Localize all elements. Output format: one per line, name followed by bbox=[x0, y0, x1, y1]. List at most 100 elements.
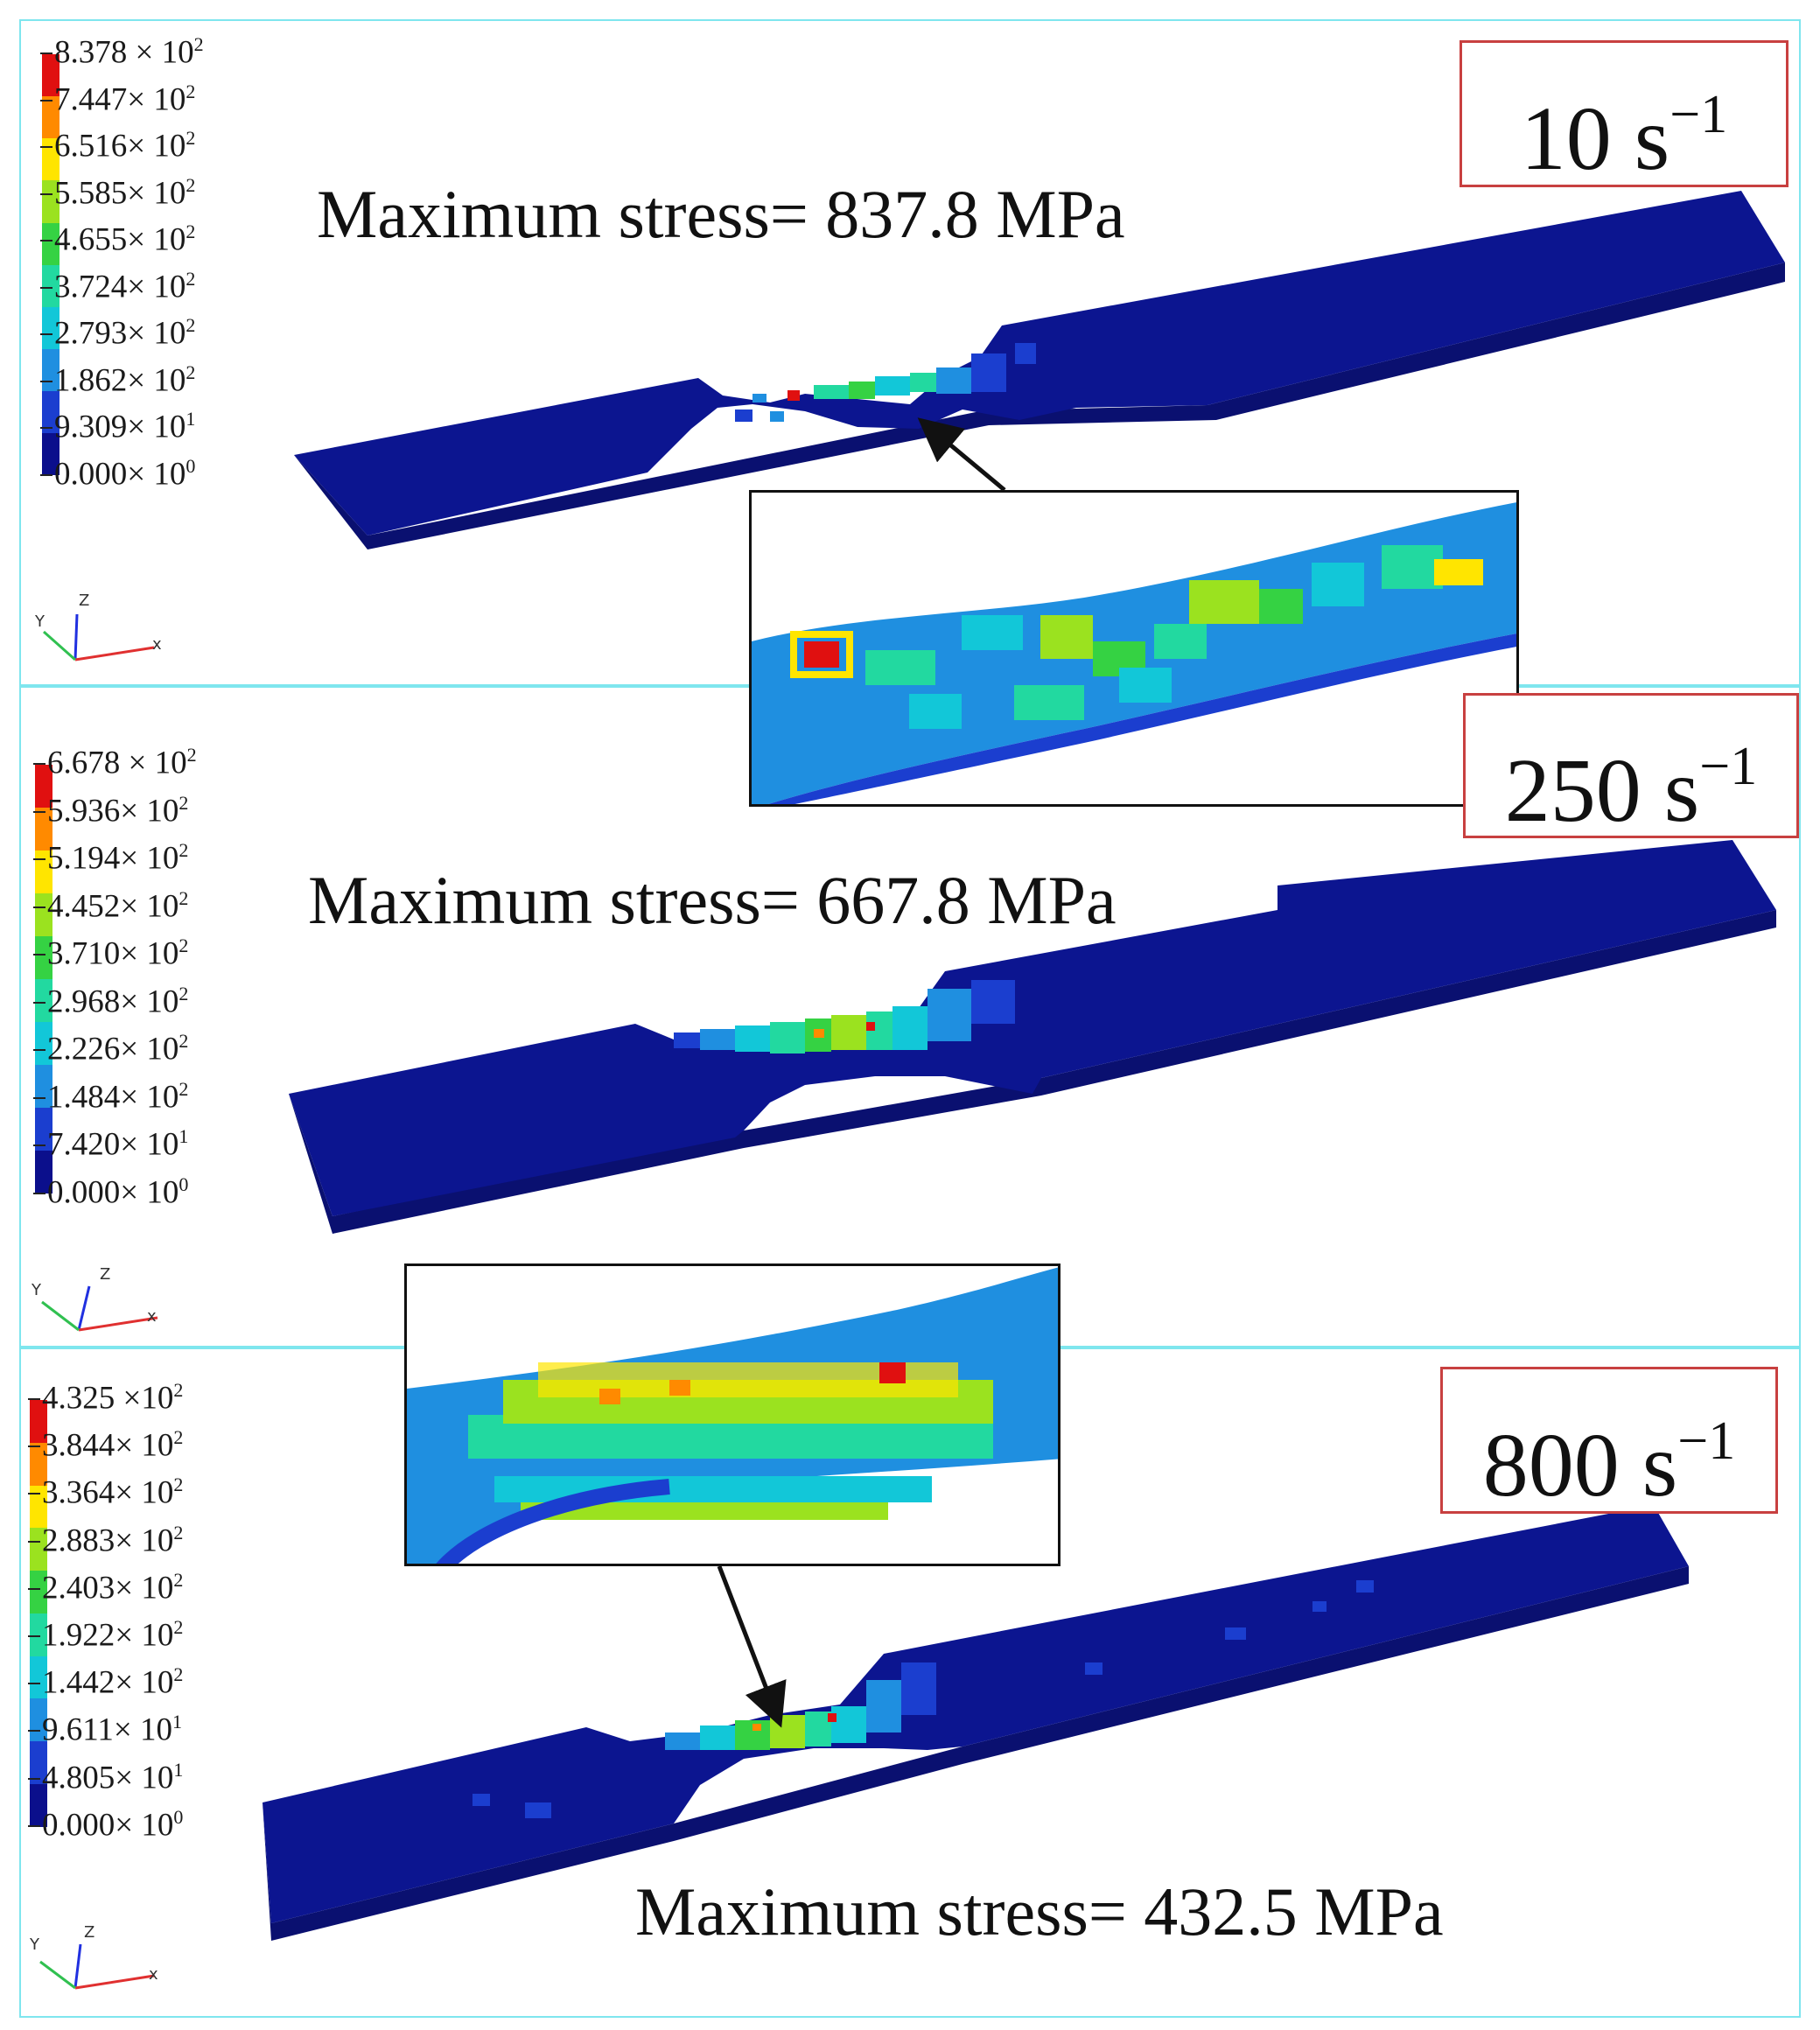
legend-tick-mantissa: 2.403× 10 bbox=[42, 1570, 174, 1606]
legend-tick-mantissa: 2.883× 10 bbox=[42, 1522, 174, 1558]
max-stress-label-800: Maximum stress= 432.5 MPa bbox=[635, 1873, 1444, 1950]
strain-rate-exponent: −1 bbox=[1670, 85, 1728, 144]
legend-tick-exponent: 2 bbox=[173, 1616, 184, 1638]
legend-tick-label: 6.678 × 102 bbox=[33, 744, 197, 781]
legend-color-swatch bbox=[42, 138, 60, 181]
legend-tick-mantissa: 4.655× 10 bbox=[54, 221, 186, 258]
strain-rate-value: 10 s bbox=[1520, 88, 1670, 189]
legend-color-swatch bbox=[35, 1108, 52, 1152]
legend-tick-label: 7.420× 101 bbox=[32, 1127, 188, 1160]
legend-tick-exponent: 2 bbox=[178, 791, 189, 814]
strain-rate-exponent: −1 bbox=[1677, 1411, 1736, 1471]
stress-hotspots-1 bbox=[735, 343, 1036, 422]
legend-tick-mantissa: 4.452× 10 bbox=[47, 887, 179, 924]
legend-tick-label: 1.922× 102 bbox=[27, 1616, 184, 1654]
legend-tick-label: 4.805× 101 bbox=[27, 1758, 184, 1794]
legend-color-swatch bbox=[30, 1741, 47, 1784]
legend-color-swatch bbox=[35, 808, 52, 851]
axis-label-y: Y bbox=[30, 1936, 39, 1954]
legend-tick-mantissa: 1.484× 10 bbox=[47, 1078, 179, 1115]
legend-tick-exponent: 2 bbox=[186, 744, 197, 766]
legend-tick-label: 9.611× 101 bbox=[28, 1711, 182, 1746]
legend-color-swatch bbox=[35, 850, 52, 894]
legend-color-swatch bbox=[35, 1151, 52, 1194]
color-legend-800-per-s: 4.325 ×102 3.844× 102 3.364× 102 2.883× 102… bbox=[14, 1381, 285, 1853]
legend-tick-mantissa: 2.793× 10 bbox=[54, 315, 186, 352]
legend-color-swatch bbox=[42, 180, 60, 223]
legend-tick-mantissa: 3.710× 10 bbox=[47, 935, 179, 972]
legend-color-swatch bbox=[42, 264, 60, 307]
legend-tick-mantissa: 8.378 × 10 bbox=[54, 34, 194, 71]
legend-color-swatch bbox=[42, 391, 60, 434]
legend-tick-label: 1.484× 102 bbox=[32, 1077, 189, 1115]
legend-tick-exponent: 2 bbox=[178, 1077, 189, 1100]
axis-triad-2: Y Z x bbox=[26, 1260, 201, 1348]
legend-tick-mantissa: 6.678 × 10 bbox=[47, 745, 187, 781]
strain-rate-value: 800 s bbox=[1482, 1415, 1678, 1516]
legend-tick-exponent: 2 bbox=[186, 220, 196, 242]
axis-label-y: Y bbox=[32, 1281, 41, 1299]
legend-color-swatch bbox=[42, 96, 60, 139]
legend-color-swatch bbox=[35, 765, 52, 808]
legend-tick-exponent: 1 bbox=[173, 1758, 184, 1781]
legend-tick-label: 4.452× 102 bbox=[32, 887, 188, 924]
axis-label-z: Z bbox=[100, 1265, 111, 1284]
axis-label-z: Z bbox=[84, 1923, 95, 1942]
axis-label-z: Z bbox=[79, 592, 90, 610]
legend-color-bar bbox=[42, 54, 60, 476]
legend-tick-exponent: 2 bbox=[178, 1030, 189, 1052]
legend-color-swatch bbox=[42, 222, 60, 265]
legend-tick-exponent: 2 bbox=[178, 982, 189, 1004]
axis-triad-arrows bbox=[43, 613, 155, 662]
legend-tick-mantissa: 7.447× 10 bbox=[54, 80, 186, 117]
zoom-inset-10-per-s-graphic bbox=[752, 493, 1516, 804]
legend-tick-mantissa: 9.309× 10 bbox=[54, 409, 186, 445]
legend-tick-label: 0.000× 100 bbox=[39, 456, 195, 490]
axis-triad-3: Y Z x bbox=[26, 1920, 201, 2007]
legend-tick-exponent: 2 bbox=[173, 1426, 184, 1449]
legend-tick-exponent: 2 bbox=[173, 1474, 184, 1496]
legend-tick-exponent: 2 bbox=[186, 360, 196, 383]
legend-tick-exponent: 2 bbox=[178, 934, 189, 956]
legend-tick-exponent: 2 bbox=[173, 1568, 184, 1591]
zoom-inset-800-per-s bbox=[404, 1264, 1060, 1566]
legend-tick-exponent: 0 bbox=[178, 1172, 189, 1195]
legend-tick-label: 2.883× 102 bbox=[27, 1522, 183, 1558]
legend-tick-label: 4.655× 102 bbox=[39, 220, 196, 258]
strain-rate-exponent: −1 bbox=[1699, 737, 1758, 796]
zoom-inset-10-per-s bbox=[749, 490, 1519, 807]
legend-color-swatch bbox=[30, 1485, 47, 1529]
arrow-to-neck-10 bbox=[917, 417, 1006, 492]
legend-tick-label: 5.936× 102 bbox=[32, 791, 189, 827]
legend-tick-mantissa: 1.862× 10 bbox=[54, 361, 186, 398]
legend-color-swatch bbox=[35, 979, 52, 1023]
legend-tick-mantissa: 2.968× 10 bbox=[47, 983, 179, 1019]
legend-tick-mantissa: 5.585× 10 bbox=[54, 174, 186, 211]
legend-color-swatch bbox=[35, 936, 52, 980]
legend-tick-mantissa: 2.226× 10 bbox=[47, 1031, 179, 1068]
legend-tick-label: 2.403× 102 bbox=[27, 1568, 184, 1606]
legend-color-swatch bbox=[42, 54, 60, 97]
legend-tick-exponent: 1 bbox=[172, 1711, 182, 1733]
axis-triad-arrows bbox=[41, 1285, 158, 1332]
color-legend-10-per-s: 8.378 × 102 7.447× 102 6.516× 102 5.585× 10… bbox=[26, 35, 298, 490]
legend-tick-exponent: 2 bbox=[186, 173, 196, 196]
legend-color-bar bbox=[30, 1400, 47, 1827]
legend-tick-label: 0.000× 100 bbox=[27, 1807, 183, 1841]
legend-tick-label: 3.724× 102 bbox=[39, 269, 195, 303]
strain-rate-box-10: 10 s−1 bbox=[1460, 40, 1788, 189]
legend-tick-mantissa: 1.922× 10 bbox=[42, 1617, 174, 1654]
stress-hotspots-3 bbox=[472, 1580, 1374, 1818]
legend-tick-exponent: 2 bbox=[173, 1379, 184, 1401]
legend-color-swatch bbox=[30, 1783, 47, 1827]
legend-tick-mantissa: 0.000× 10 bbox=[47, 1173, 179, 1210]
legend-tick-label: 1.862× 102 bbox=[39, 360, 196, 398]
max-stress-label-250: Maximum stress= 667.8 MPa bbox=[308, 862, 1116, 938]
legend-tick-label: 1.442× 102 bbox=[27, 1665, 183, 1699]
legend-tick-label: 7.447× 102 bbox=[39, 80, 195, 117]
legend-color-swatch bbox=[35, 893, 52, 937]
axis-triad-arrows bbox=[39, 1943, 155, 1990]
